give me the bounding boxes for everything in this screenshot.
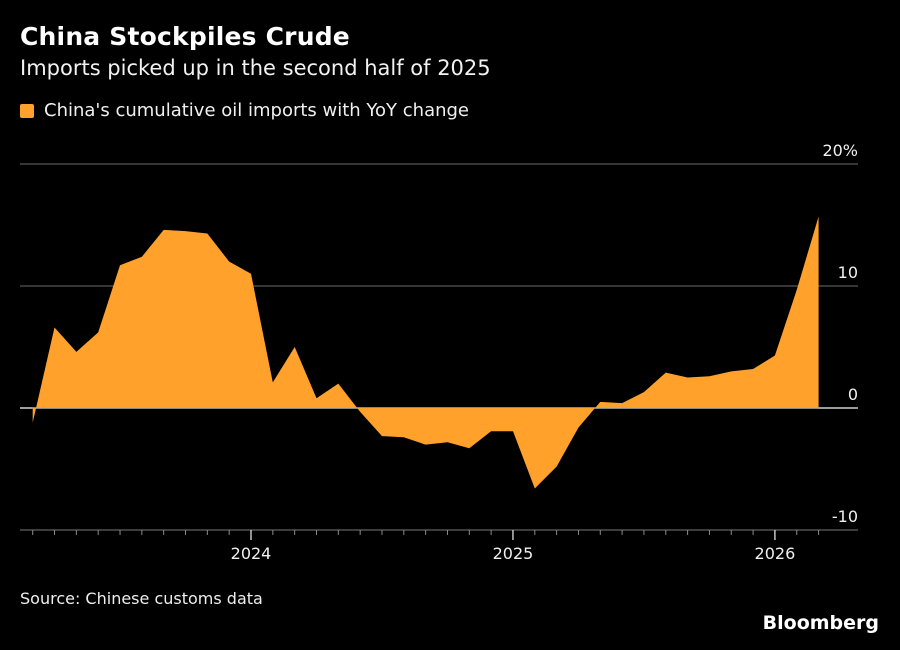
y-tick-label-10: 10 bbox=[838, 263, 858, 282]
legend-swatch bbox=[20, 103, 34, 118]
x-tick-label-2026: 2026 bbox=[755, 544, 796, 563]
x-axis-labels: 2024 2025 2026 bbox=[231, 544, 796, 563]
chart-title: China Stockpiles Crude bbox=[20, 22, 350, 51]
legend-label: China's cumulative oil imports with YoY … bbox=[44, 100, 470, 121]
y-tick-label-20: 20% bbox=[822, 141, 858, 160]
chart-subtitle: Imports picked up in the second half of … bbox=[20, 56, 491, 80]
source-note: Source: Chinese customs data bbox=[20, 589, 263, 608]
bloomberg-logo: Bloomberg bbox=[762, 612, 879, 634]
y-axis-labels: -10 0 10 20% bbox=[822, 141, 858, 526]
x-axis bbox=[20, 529, 858, 540]
y-tick-label-0: 0 bbox=[848, 385, 858, 404]
x-tick-label-2024: 2024 bbox=[231, 544, 272, 563]
area-layer bbox=[20, 216, 858, 489]
x-tick-label-2025: 2025 bbox=[493, 544, 534, 563]
series-area bbox=[32, 216, 819, 489]
y-tick-label--10: -10 bbox=[832, 507, 858, 526]
legend: China's cumulative oil imports with YoY … bbox=[20, 100, 469, 121]
